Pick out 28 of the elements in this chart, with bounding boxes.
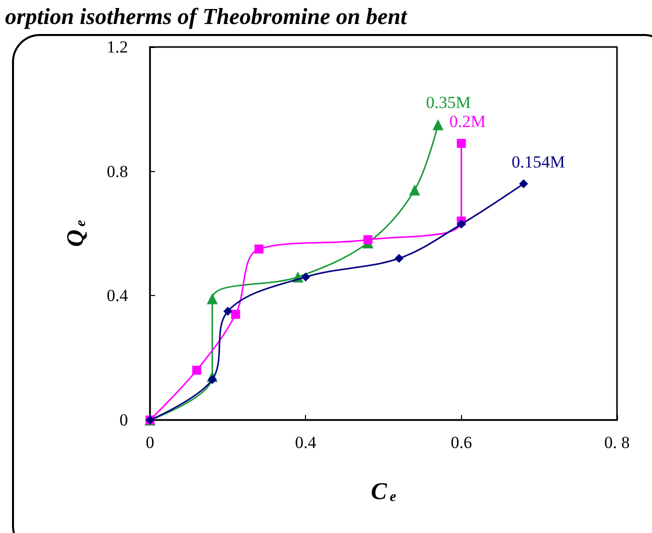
series-label: 0.35M [426,93,471,112]
point [208,375,217,384]
y-tick-label: 1.2 [106,38,128,56]
chart-title: orption isotherms of Theobromine on bent [5,4,408,29]
point [301,272,310,282]
point [394,254,404,263]
point [206,293,218,304]
x-tick-label: 0.6 [450,433,472,452]
x-tick-label: 0.4 [295,433,317,452]
y-axis-title: Qe [63,220,89,247]
y-tick-label: 0.4 [106,286,128,306]
x-tick-label: 0. 8 [604,433,630,452]
point [192,366,202,375]
point [456,220,466,229]
x-axis-title: Ce [370,479,397,505]
x-tick-label: 0 [146,433,154,452]
point [519,179,528,188]
point [231,310,240,319]
series-label: 0.2M [449,112,486,131]
y-tick-label: 0 [120,410,128,430]
point [363,235,372,244]
point [456,138,466,148]
point [409,184,420,196]
y-tick-label: 0.8 [106,162,128,181]
point [432,119,444,130]
point [254,244,264,254]
point [223,306,232,316]
series-label: 0.154M [512,152,565,172]
